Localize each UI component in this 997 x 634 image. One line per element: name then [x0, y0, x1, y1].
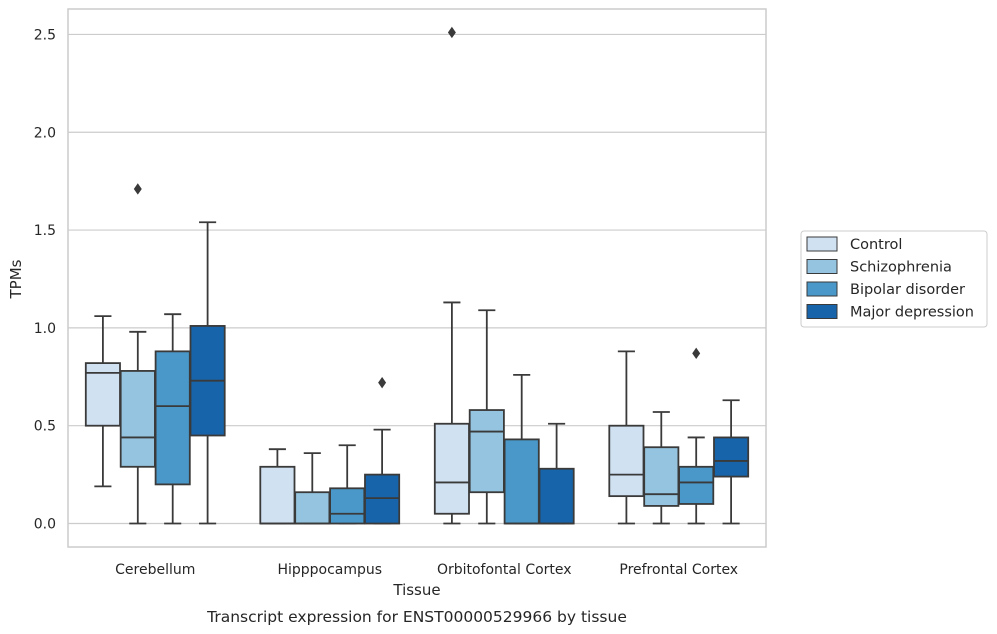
legend-swatch [806, 304, 838, 319]
box-3-0 [608, 350, 645, 525]
legend-label: Schizophrenia [850, 260, 952, 276]
y-tick-label: 2.5 [34, 27, 56, 43]
y-tick-labels: 0.0 0.5 1.0 1.5 2.0 2.5 [34, 27, 56, 532]
legend-label: Bipolar disorder [850, 282, 965, 298]
x-axis-title: Tissue [392, 581, 440, 599]
x-tick-label: Orbitofontal Cortex [437, 562, 572, 578]
x-tick-label: Cerebellum [115, 562, 195, 578]
box-2-3 [538, 422, 575, 525]
box-iqr [538, 467, 575, 525]
legend: Control Schizophrenia Bipolar disorder Majo… [800, 230, 988, 328]
outlier-point [692, 347, 701, 360]
box-iqr [678, 465, 715, 505]
box-iqr [643, 446, 680, 507]
legend-frame [800, 230, 988, 328]
box-3-3 [713, 399, 750, 525]
box-0-0 [84, 315, 121, 488]
y-tick-label: 0.0 [34, 517, 56, 533]
y-axis-title: TPMs [7, 259, 25, 299]
y-tick-label: 0.5 [34, 419, 56, 435]
box-1-0 [259, 448, 296, 525]
box-2-1 [468, 309, 505, 525]
y-tick-label: 2.0 [34, 125, 56, 141]
box-iqr [364, 473, 401, 525]
x-tick-label: Prefrontal Cortex [619, 562, 738, 578]
box-iqr [119, 370, 156, 468]
box-iqr [608, 424, 645, 498]
box-0-1 [119, 183, 156, 525]
legend-swatch [806, 259, 838, 274]
outlier-point [133, 183, 142, 195]
box-1-3 [364, 376, 401, 525]
box-group [84, 26, 750, 525]
box-iqr [154, 350, 191, 486]
box-iqr [713, 436, 750, 478]
box-0-3 [189, 221, 226, 525]
box-iqr [433, 422, 470, 515]
x-tick-label: Hipppocampus [277, 562, 382, 578]
x-tick-labels: Cerebellum Hipppocampus Orbitofontal Corte… [115, 562, 738, 578]
box-iqr [294, 491, 331, 525]
plot-frame [67, 8, 767, 548]
box-iqr [329, 487, 366, 525]
box-iqr [468, 409, 505, 494]
box-1-1 [294, 452, 331, 525]
box-iqr [503, 438, 540, 525]
chart-caption: Transcript expression for ENST0000052996… [206, 608, 627, 626]
y-tick-label: 1.0 [34, 321, 56, 337]
box-iqr [259, 465, 296, 525]
box-3-2 [678, 347, 715, 525]
box-2-0 [433, 26, 470, 525]
box-2-2 [503, 373, 540, 525]
legend-label: Major depression [850, 305, 974, 321]
box-0-2 [154, 313, 191, 525]
outlier-point [447, 26, 456, 39]
legend-swatch [806, 281, 838, 297]
legend-label: Control [850, 237, 902, 253]
outlier-point [378, 376, 387, 389]
box-1-2 [329, 444, 366, 525]
legend-swatch [806, 236, 838, 252]
box-3-1 [643, 411, 680, 525]
y-tick-label: 1.5 [34, 223, 56, 239]
